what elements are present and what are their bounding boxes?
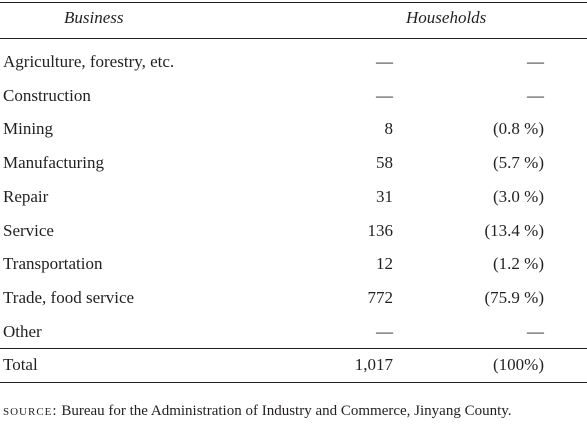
- business-cell: Transportation: [3, 254, 103, 274]
- business-cell: Service: [3, 220, 54, 240]
- business-cell: Repair: [3, 186, 49, 206]
- share-cell: —: [527, 321, 544, 341]
- share-cell: (5.7 %): [493, 153, 544, 173]
- share-cell: (75.9 %): [484, 287, 544, 307]
- share-cell: —: [527, 52, 544, 71]
- total-count-cell: 1,017: [354, 355, 393, 374]
- count-cell: 8: [384, 119, 394, 139]
- share-cell: —: [527, 85, 544, 105]
- share-cell: (1.2 %): [493, 254, 544, 274]
- count-cell: —: [376, 321, 393, 341]
- count-cell: 136: [367, 220, 394, 240]
- header-business: Business: [64, 8, 124, 27]
- count-cell: 772: [367, 287, 394, 307]
- source-text: Bureau for the Administration of Industr…: [61, 403, 512, 419]
- count-cell: —: [376, 85, 393, 105]
- header-households: Households: [406, 8, 487, 27]
- count-cell: 12: [376, 254, 393, 274]
- business-cell: Construction: [3, 85, 91, 105]
- count-cell: —: [376, 52, 393, 71]
- bottom-rule: [0, 382, 587, 383]
- total-business-cell: Total: [3, 355, 38, 374]
- business-cell: Other: [3, 321, 42, 341]
- total-rule: [0, 348, 587, 349]
- business-cell: Agriculture, forestry, etc.: [3, 52, 175, 71]
- total-share-cell: (100%): [493, 355, 544, 374]
- share-cell: (13.4 %): [484, 220, 544, 240]
- source-label: source:: [3, 403, 58, 419]
- count-cell: 31: [376, 186, 393, 206]
- business-cell: Manufacturing: [3, 153, 105, 173]
- share-cell: (0.8 %): [493, 119, 544, 139]
- business-cell: Mining: [3, 119, 54, 139]
- share-cell: (3.0 %): [493, 186, 544, 206]
- count-cell: 58: [376, 153, 393, 173]
- header-rule: [0, 38, 587, 39]
- source-note: source: Bureau for the Administration of…: [3, 400, 578, 422]
- business-cell: Trade, food service: [3, 287, 135, 307]
- top-rule: [0, 2, 587, 3]
